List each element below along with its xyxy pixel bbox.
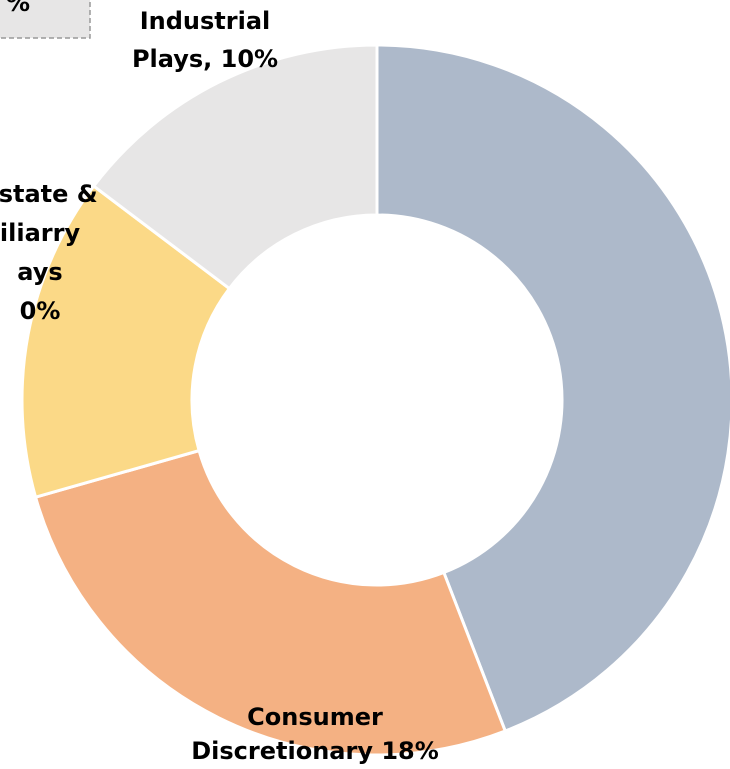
slice-label: Discretionary 18% bbox=[191, 737, 439, 765]
slice-label: iliarry bbox=[0, 219, 80, 247]
partial-label: % bbox=[6, 0, 30, 17]
slice-label: 0% bbox=[20, 297, 61, 325]
partial-label-box bbox=[0, 0, 91, 39]
donut-slice bbox=[33, 448, 508, 757]
slice-label: Industrial bbox=[140, 7, 271, 35]
slice-label: ays bbox=[17, 258, 62, 286]
slice-label: Plays, 10% bbox=[132, 45, 278, 73]
donut-slice bbox=[91, 43, 379, 291]
donut-slice bbox=[20, 183, 232, 500]
slice-label: Estate & bbox=[0, 180, 98, 208]
donut-slice bbox=[375, 43, 730, 733]
slice-label: Consumer bbox=[247, 703, 383, 731]
